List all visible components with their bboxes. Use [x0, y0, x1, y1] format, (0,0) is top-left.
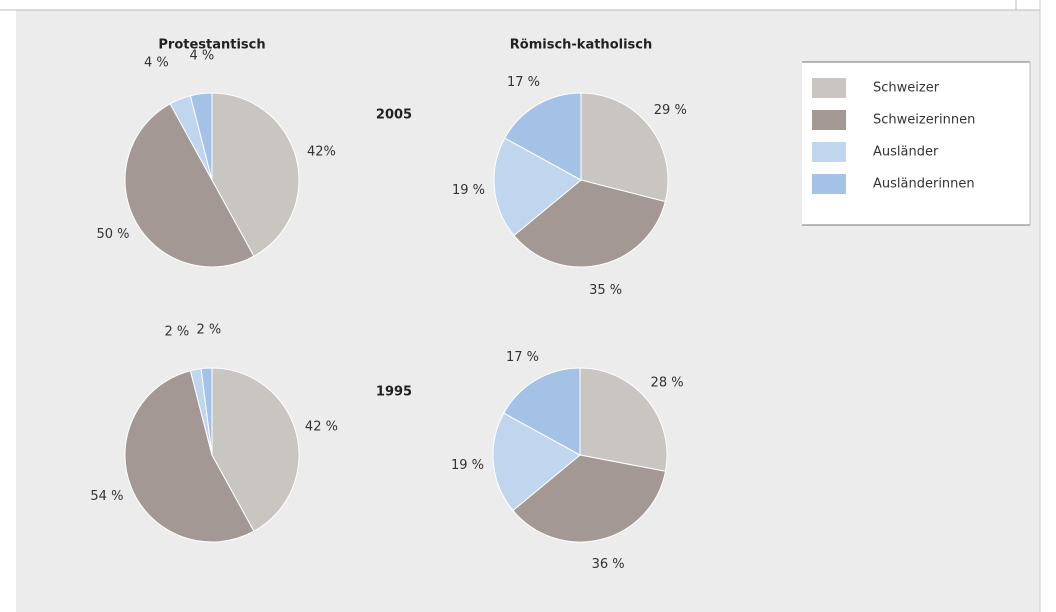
value-label: 2 % [164, 325, 189, 340]
value-label: 42 % [305, 419, 338, 434]
value-label: 4 % [189, 48, 214, 63]
pie-title: Römisch-katholisch [510, 38, 652, 53]
value-label: 19 % [451, 458, 484, 473]
pie-title: Protestantisch [158, 38, 265, 53]
pie-slice [579, 367, 668, 472]
legend-swatch [812, 78, 846, 98]
value-label: 50 % [96, 227, 129, 242]
value-label: 42% [307, 144, 336, 159]
value-label: 17 % [506, 350, 539, 365]
pie-slice [200, 367, 213, 456]
pie-slice [211, 92, 300, 257]
pie-slice [513, 179, 666, 268]
pie-slice [493, 137, 582, 237]
legend-label: Ausländer [873, 145, 939, 160]
legend-swatch [812, 174, 846, 194]
pie-slice [503, 367, 581, 456]
value-label: 35 % [589, 283, 622, 298]
pie-slice [124, 370, 255, 543]
row-label: 2005 [376, 108, 412, 123]
legend-swatch [812, 110, 846, 130]
pie-slice [504, 92, 582, 181]
value-label: 28 % [651, 375, 684, 390]
pie-slice [580, 92, 669, 203]
legend-label: Schweizerinnen [873, 113, 975, 128]
value-label: 17 % [507, 75, 540, 90]
pie-slice [189, 92, 213, 181]
row-label: 1995 [376, 385, 412, 400]
value-label: 54 % [90, 489, 123, 504]
legend-swatch [812, 142, 846, 162]
value-label: 4 % [144, 55, 169, 70]
pie-slice [512, 454, 667, 543]
pie-slice [124, 103, 255, 268]
pie-slice [211, 367, 300, 532]
value-label: 29 % [654, 103, 687, 118]
value-label: 36 % [592, 557, 625, 572]
pie-slice [492, 412, 581, 512]
legend-label: Ausländerinnen [873, 177, 975, 192]
value-label: 19 % [452, 183, 485, 198]
value-label: 2 % [197, 323, 222, 338]
legend-label: Schweizer [873, 81, 940, 96]
